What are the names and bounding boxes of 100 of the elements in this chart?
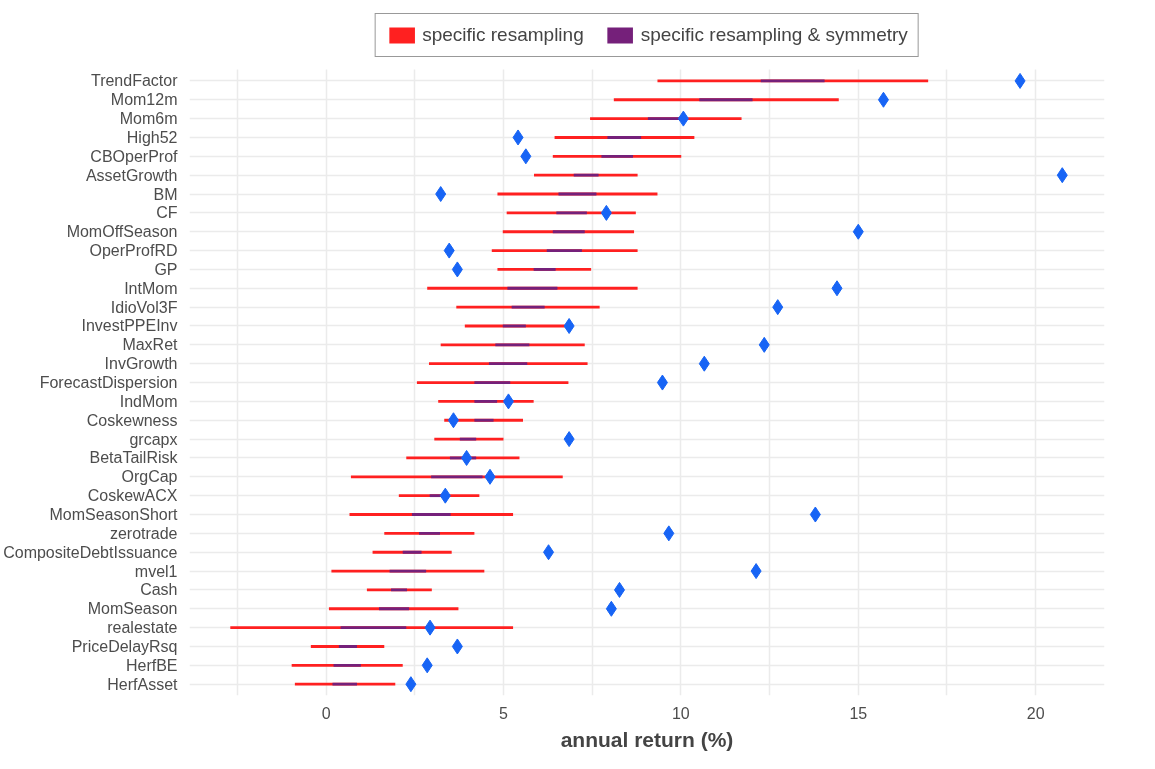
bar	[338, 645, 357, 648]
bar	[474, 418, 494, 422]
bar	[507, 286, 558, 290]
bar	[546, 249, 582, 252]
y-tick-label: PriceDelayRsq	[71, 637, 178, 655]
y-tick-label: IdioVol3F	[110, 298, 178, 316]
point	[852, 223, 864, 240]
bar	[511, 305, 545, 309]
bar	[431, 475, 483, 479]
point	[424, 619, 436, 636]
point	[831, 280, 843, 297]
y-tick-label: Mom6m	[119, 110, 178, 128]
point	[563, 317, 575, 334]
y-tick-label: GP	[154, 260, 178, 278]
bar	[760, 79, 825, 83]
legend-label: specific resampling & symmetry	[640, 24, 908, 46]
bar	[378, 607, 410, 611]
y-tick-label: InvestPPEInv	[81, 317, 178, 335]
y-tick-label: HerfBE	[125, 656, 178, 674]
point	[451, 638, 463, 655]
point	[461, 449, 473, 466]
point	[605, 600, 617, 617]
x-tick-label: 0	[321, 704, 331, 722]
point	[663, 525, 675, 542]
y-tick-label: BetaTailRisk	[89, 449, 179, 467]
bar	[419, 531, 440, 535]
point	[447, 412, 459, 429]
x-tick-label: 5	[499, 704, 509, 722]
bar	[340, 626, 407, 630]
bar	[573, 173, 599, 177]
point	[1014, 72, 1026, 89]
y-tick-label: zerotrade	[109, 524, 178, 542]
point	[656, 374, 668, 391]
bar	[402, 550, 422, 554]
y-tick-label: InvGrowth	[104, 355, 178, 373]
bar	[333, 663, 361, 667]
point	[405, 676, 417, 693]
bar	[474, 399, 498, 403]
y-tick-label: CoskewACX	[87, 487, 178, 505]
y-tick-label: CF	[156, 204, 178, 222]
bar	[552, 230, 585, 234]
y-tick-label: MomOffSeason	[66, 223, 178, 241]
point	[809, 506, 821, 523]
point	[698, 355, 710, 372]
bar	[474, 381, 511, 384]
y-tick-label: Coskewness	[86, 411, 178, 429]
point	[600, 204, 612, 221]
y-tick-label: AssetGrowth	[85, 166, 178, 184]
bar	[411, 513, 451, 516]
y-tick-label: MomSeason	[87, 600, 178, 618]
y-tick-label: CompositeDebtIssuance	[3, 543, 178, 561]
y-tick-label: MomSeasonShort	[49, 506, 179, 524]
bar	[533, 268, 556, 271]
x-axis-title: annual return (%)	[560, 727, 734, 751]
bar	[699, 98, 753, 102]
point	[563, 431, 575, 448]
bar	[459, 437, 477, 441]
point	[451, 261, 463, 278]
y-tick-label: BM	[153, 185, 178, 203]
y-tick-label: IntMom	[124, 279, 178, 297]
y-tick-label: IndMom	[119, 392, 178, 410]
point	[677, 110, 689, 127]
y-tick-label: CBOperProf	[90, 147, 179, 165]
point	[421, 657, 433, 674]
y-tick-label: mvel1	[134, 562, 178, 580]
bar	[607, 136, 642, 139]
point	[512, 129, 524, 146]
point	[877, 91, 889, 108]
point	[435, 186, 447, 203]
y-tick-label: TrendFactor	[90, 72, 179, 90]
x-tick-label: 10	[671, 704, 690, 722]
y-tick-label: ForecastDispersion	[39, 374, 178, 392]
bar	[495, 343, 530, 347]
y-tick-label: OperProfRD	[89, 242, 178, 260]
x-tick-label: 15	[849, 704, 868, 722]
point	[502, 393, 514, 410]
y-tick-label: HerfAsset	[107, 675, 179, 693]
y-tick-label: MaxRet	[122, 336, 179, 354]
bar	[601, 154, 633, 158]
y-tick-label: Cash	[140, 581, 178, 599]
point	[1056, 167, 1068, 184]
y-tick-label: Mom12m	[110, 91, 178, 109]
bar	[488, 362, 528, 366]
y-tick-label: High52	[126, 128, 178, 146]
y-tick-label: OrgCap	[121, 468, 178, 486]
bar	[647, 117, 681, 121]
point	[750, 563, 762, 580]
point	[443, 242, 455, 259]
point	[758, 336, 770, 353]
x-tick-label: 20	[1026, 704, 1045, 722]
legend-label: specific resampling	[422, 24, 584, 46]
point	[439, 487, 451, 504]
bar	[556, 211, 587, 215]
y-tick-label: realestate	[107, 619, 178, 637]
point	[543, 544, 555, 561]
point	[484, 468, 496, 485]
bar	[332, 682, 357, 686]
y-tick-label: grcapx	[129, 430, 178, 448]
point	[772, 299, 784, 316]
point	[520, 148, 532, 165]
